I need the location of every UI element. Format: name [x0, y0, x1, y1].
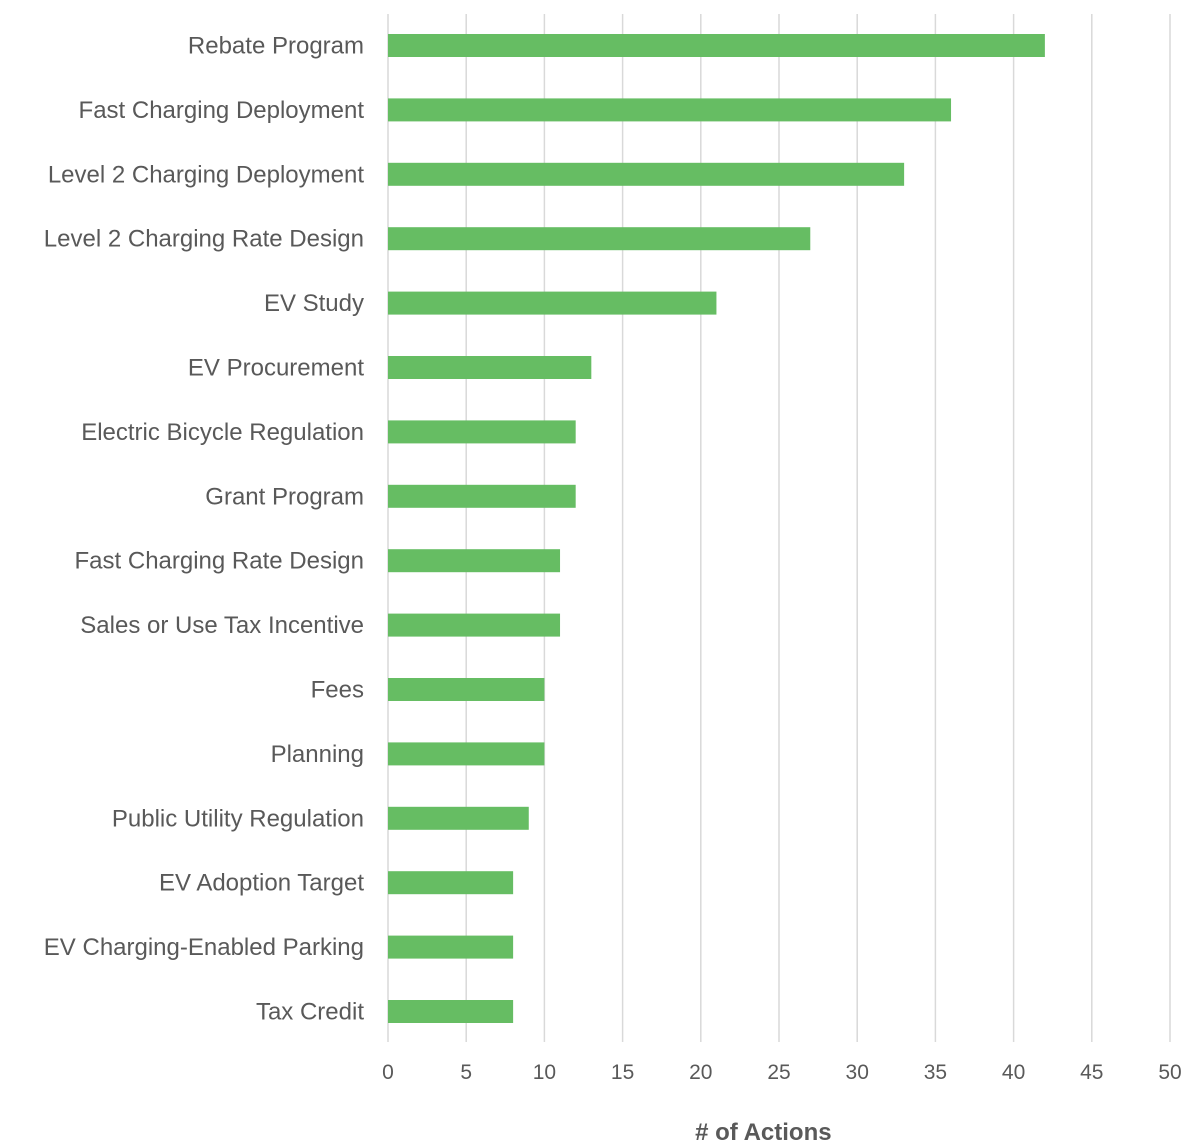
x-tick-label: 15 — [611, 1061, 634, 1084]
category-label: Grant Program — [205, 483, 364, 510]
category-label: Fast Charging Rate Design — [75, 548, 364, 575]
bar — [388, 806, 529, 830]
category-label: EV Charging-Enabled Parking — [44, 934, 364, 961]
category-label: Level 2 Charging Rate Design — [44, 226, 364, 253]
x-tick-label: 30 — [846, 1061, 869, 1084]
category-label: Public Utility Regulation — [112, 805, 364, 832]
bar — [388, 98, 952, 122]
x-tick-labels: 0 5 10 15 20 25 30 35 40 45 50 — [382, 1061, 1182, 1084]
category-label: EV Procurement — [188, 355, 364, 382]
x-tick-label: 45 — [1080, 1061, 1103, 1084]
bar — [388, 34, 1045, 57]
category-labels: Rebate Program Fast Charging Deployment Le… — [44, 33, 365, 1026]
x-tick-label: 50 — [1158, 1061, 1181, 1084]
category-label: EV Adoption Target — [159, 870, 364, 897]
x-tick-label: 25 — [767, 1061, 790, 1084]
category-label: Sales or Use Tax Incentive — [80, 612, 364, 639]
category-label: Electric Bicycle Regulation — [81, 419, 364, 446]
bars — [388, 34, 1045, 1023]
bar — [388, 935, 514, 959]
x-tick-label: 0 — [382, 1061, 394, 1084]
bar — [388, 871, 514, 895]
x-tick-label: 5 — [460, 1061, 472, 1084]
bar — [388, 1000, 514, 1023]
x-tick-label: 40 — [1002, 1061, 1025, 1084]
x-axis-title: # of Actions — [695, 1119, 831, 1146]
bar — [388, 420, 576, 444]
bar — [388, 291, 717, 315]
category-label: EV Study — [264, 290, 364, 317]
bar — [388, 484, 576, 508]
category-label: Rebate Program — [188, 33, 364, 60]
x-tick-label: 20 — [689, 1061, 712, 1084]
category-label: Fast Charging Deployment — [79, 97, 365, 124]
category-label: Planning — [271, 741, 364, 768]
bar — [388, 742, 545, 766]
bar — [388, 356, 592, 379]
category-label: Fees — [311, 677, 364, 704]
bar — [388, 162, 905, 186]
bar — [388, 678, 545, 701]
category-label: Tax Credit — [256, 999, 364, 1026]
x-tick-label: 10 — [533, 1061, 556, 1084]
bar — [388, 549, 561, 573]
bar — [388, 227, 811, 251]
x-tick-label: 35 — [924, 1061, 947, 1084]
category-label: Level 2 Charging Deployment — [48, 161, 365, 188]
bar — [388, 613, 561, 637]
